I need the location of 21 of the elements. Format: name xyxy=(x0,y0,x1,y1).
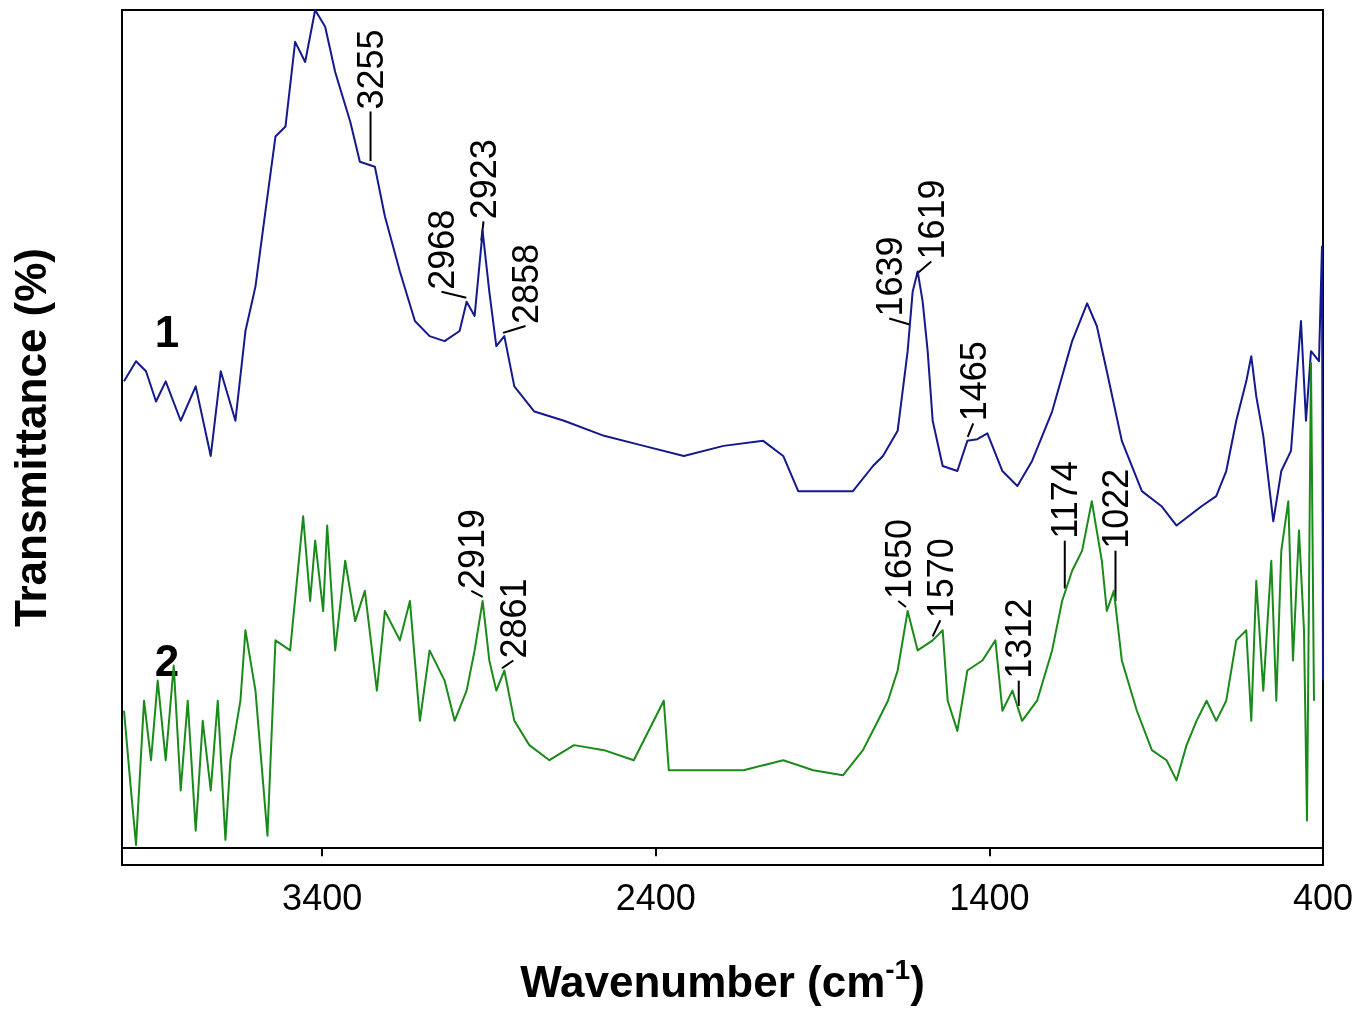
x-tick-label: 2400 xyxy=(615,876,696,918)
annotation: 1570 xyxy=(919,538,961,619)
annotation: 1174 xyxy=(1044,461,1086,539)
annotation: 1022 xyxy=(1094,468,1136,549)
annotation: 1312 xyxy=(998,598,1040,679)
series-label: 1 xyxy=(154,306,180,356)
annotation: 2861 xyxy=(492,578,534,659)
annotation: 1639 xyxy=(868,236,910,317)
annotation: 2858 xyxy=(505,243,547,325)
annotation: 1650 xyxy=(877,518,919,600)
annotation: 1619 xyxy=(910,179,952,260)
annotation: 2968 xyxy=(421,209,463,290)
x-tick-label: 3400 xyxy=(282,876,363,918)
annotation: 2923 xyxy=(463,139,505,220)
y-axis-title: Transmittance (%) xyxy=(5,248,55,627)
annotation: 3255 xyxy=(350,29,392,110)
annotation: 2919 xyxy=(450,508,492,589)
series-label: 2 xyxy=(154,636,180,686)
x-tick-label: 1400 xyxy=(949,876,1030,918)
annotation: 1465 xyxy=(952,341,994,422)
x-tick-label: 400 xyxy=(1292,876,1354,918)
